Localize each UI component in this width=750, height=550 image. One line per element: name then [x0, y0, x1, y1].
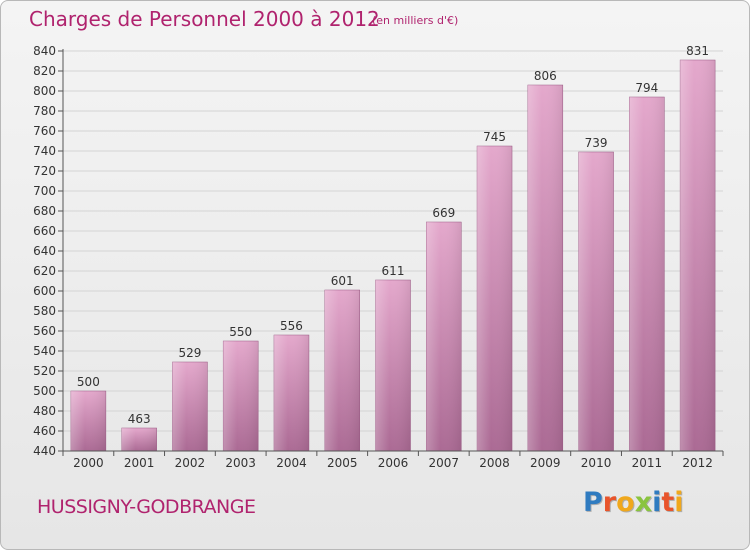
logo-letter: P	[583, 487, 603, 518]
data-labels: 500 463 529 550 556 601 611 669 745 806 739 794 831	[77, 44, 709, 426]
y-tick-label: 600	[33, 284, 56, 298]
bar-shine-2010	[578, 152, 614, 451]
data-label-2005: 601	[331, 274, 354, 288]
x-tick-label-2009: 2009	[530, 456, 561, 470]
logo-letter: i	[652, 487, 662, 518]
commune-name: HUSSIGNY-GODBRANGE	[37, 496, 256, 518]
x-tick-label-2001: 2001	[124, 456, 155, 470]
y-tick-label: 560	[33, 324, 56, 338]
x-tick-label-2010: 2010	[581, 456, 612, 470]
y-tick-label: 720	[33, 164, 56, 178]
data-label-2000: 500	[77, 375, 100, 389]
y-tick-label: 820	[33, 64, 56, 78]
x-tick-label-2003: 2003	[225, 456, 256, 470]
bar-shine-2009	[527, 85, 563, 451]
bar-shine-2000	[70, 391, 106, 451]
bar-shine-2001	[121, 428, 157, 451]
x-tick-label-2011: 2011	[632, 456, 663, 470]
chart-subtitle: (en milliers d'€)	[372, 14, 459, 27]
data-label-2007: 669	[432, 206, 455, 220]
y-tick-label: 580	[33, 304, 56, 318]
y-tick-label: 500	[33, 384, 56, 398]
data-label-2011: 794	[635, 81, 658, 95]
x-tick-label-2007: 2007	[428, 456, 459, 470]
y-tick-label: 760	[33, 124, 56, 138]
data-label-2003: 550	[229, 325, 252, 339]
data-label-2012: 831	[686, 44, 709, 58]
y-tick-label: 680	[33, 204, 56, 218]
data-label-2002: 529	[178, 346, 201, 360]
y-tick-label: 780	[33, 104, 56, 118]
y-tick-label: 440	[33, 444, 56, 458]
logo-letter: t	[661, 487, 675, 518]
bar-shine-2012	[680, 60, 716, 451]
x-tick-label-2008: 2008	[479, 456, 510, 470]
logo-letter: o	[616, 487, 635, 518]
bar-shine-2008	[477, 146, 513, 451]
bar-shine-2007	[426, 222, 462, 451]
bar-shine-2011	[629, 97, 665, 451]
logo-letter: x	[634, 487, 653, 518]
proxiti-logo: Proxiti	[583, 487, 684, 518]
data-label-2006: 611	[382, 264, 405, 278]
y-tick-label: 660	[33, 224, 56, 238]
y-tick-label: 640	[33, 244, 56, 258]
y-tick-label: 620	[33, 264, 56, 278]
y-tick-label: 540	[33, 344, 56, 358]
axes	[62, 49, 723, 452]
data-label-2009: 806	[534, 69, 557, 83]
x-tick-label-2000: 2000	[73, 456, 104, 470]
bar-shine-2005	[324, 290, 360, 451]
y-tick-label: 700	[33, 184, 56, 198]
y-tick-label: 740	[33, 144, 56, 158]
x-axis-ticks: 2000 2001 2002 2003 2004 2005 2006 2007 2008 2009…	[62, 451, 724, 470]
y-tick-label: 520	[33, 364, 56, 378]
y-tick-label: 800	[33, 84, 56, 98]
y-tick-label: 480	[33, 404, 56, 418]
bar-shine-2006	[375, 280, 411, 451]
logo-letter: r	[602, 487, 617, 518]
bar-shine-2004	[273, 335, 309, 451]
y-tick-label: 460	[33, 424, 56, 438]
y-axis-ticks: 440 460 480 500 520 540 560 580 600 620 640 660 680 7…	[33, 44, 63, 458]
x-tick-label-2005: 2005	[327, 456, 358, 470]
logo-letter: i	[674, 487, 684, 518]
bar-shine-2002	[172, 362, 208, 451]
data-label-2010: 739	[585, 136, 608, 150]
x-tick-label-2012: 2012	[682, 456, 713, 470]
bars	[70, 59, 716, 452]
x-tick-label-2006: 2006	[378, 456, 409, 470]
x-tick-label-2004: 2004	[276, 456, 307, 470]
bar-shine-2003	[223, 341, 259, 451]
y-tick-label: 840	[33, 44, 56, 58]
data-label-2004: 556	[280, 319, 303, 333]
x-tick-label-2002: 2002	[175, 456, 206, 470]
data-label-2008: 745	[483, 130, 506, 144]
chart-title: Charges de Personnel 2000 à 2012	[29, 7, 380, 31]
data-label-2001: 463	[128, 412, 151, 426]
